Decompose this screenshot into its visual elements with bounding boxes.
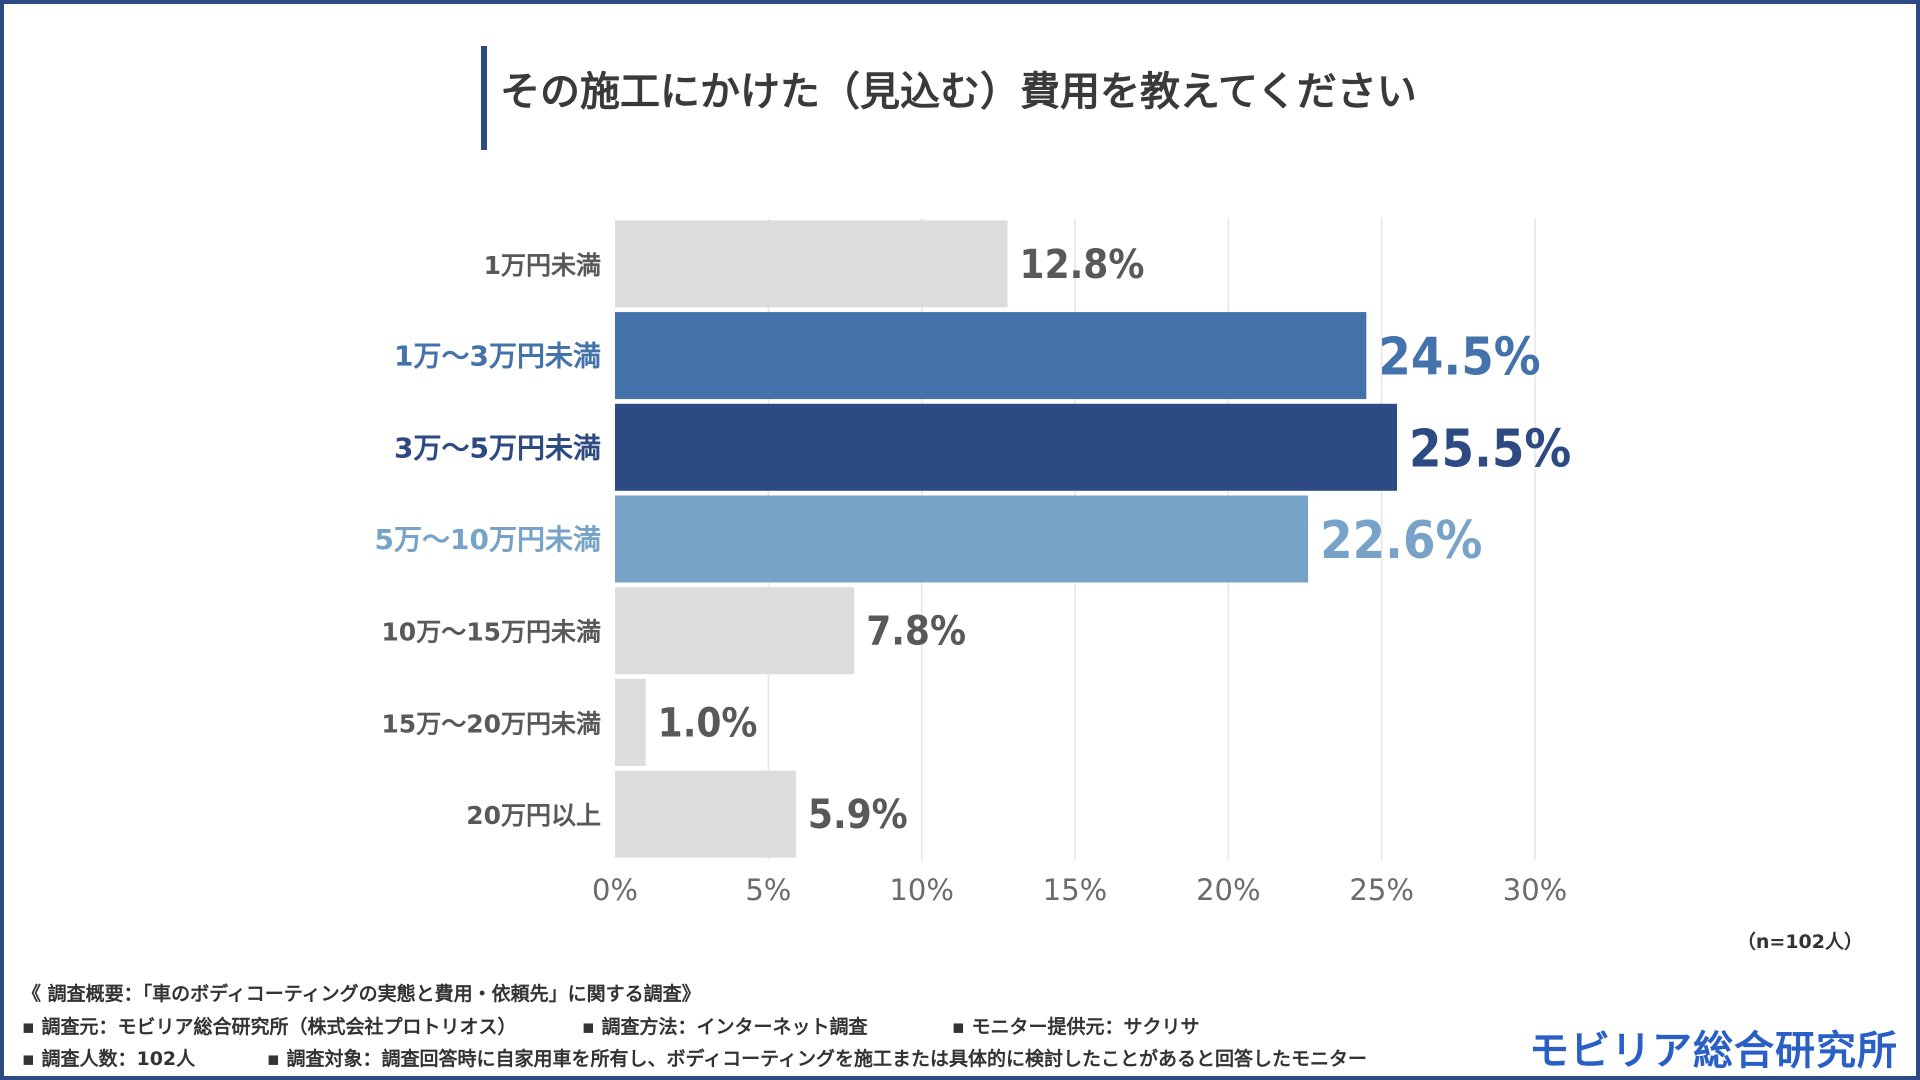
bar [615, 770, 796, 858]
category-label: 5万～10万円未満 [375, 523, 601, 556]
chart-title: その施工にかけた（見込む）費用を教えてください [500, 69, 1417, 115]
bar [615, 495, 1309, 583]
category-label: 15万～20万円未満 [381, 709, 601, 738]
category-label: 1万～3万円未満 [394, 340, 601, 373]
data-label: 5.9% [808, 792, 908, 838]
x-tick-label: 5% [745, 873, 791, 907]
category-label: 3万～5万円未満 [394, 431, 601, 464]
survey-source: ▪ 調査元：モビリア総合研究所（株式会社プロトリオス） [22, 1016, 517, 1038]
x-tick-label: 30% [1503, 873, 1567, 907]
survey-count: ▪ 調査人数：102人 [22, 1048, 196, 1070]
data-label: 25.5% [1409, 419, 1571, 479]
x-tick-label: 25% [1349, 873, 1413, 907]
data-label: 22.6% [1320, 511, 1482, 571]
bar [615, 403, 1397, 491]
sample-size-note: （n=102人） [1736, 931, 1863, 953]
monitor-provider: ▪ モニター提供元：サクリサ [952, 1016, 1200, 1038]
data-label: 12.8% [1020, 242, 1145, 288]
category-label: 1万円未満 [484, 251, 601, 280]
company-logo: モビリア総合研究所 [1529, 1028, 1898, 1074]
category-label: 20万円以上 [466, 801, 601, 830]
title-accent-bar [481, 46, 487, 150]
x-tick-label: 20% [1196, 873, 1260, 907]
data-label: 7.8% [866, 609, 966, 655]
category-label: 10万～15万円未満 [381, 618, 601, 647]
bar [615, 587, 855, 675]
survey-target: ▪ 調査対象：調査回答時に自家用車を所有し、ボディコーティングを施工または具体的… [267, 1048, 1368, 1070]
survey-overview: 《 調査概要：「車のボディコーティングの実態と費用・依頼先」に関する調査》 [22, 983, 701, 1005]
x-tick-label: 10% [889, 873, 953, 907]
bar [615, 220, 1008, 308]
bar [615, 678, 646, 766]
bar [615, 312, 1367, 400]
survey-method: ▪ 調査方法：インターネット調査 [582, 1016, 868, 1038]
data-label: 24.5% [1378, 328, 1540, 388]
data-label: 1.0% [658, 700, 758, 746]
x-tick-label: 0% [592, 873, 638, 907]
x-tick-label: 15% [1043, 873, 1107, 907]
